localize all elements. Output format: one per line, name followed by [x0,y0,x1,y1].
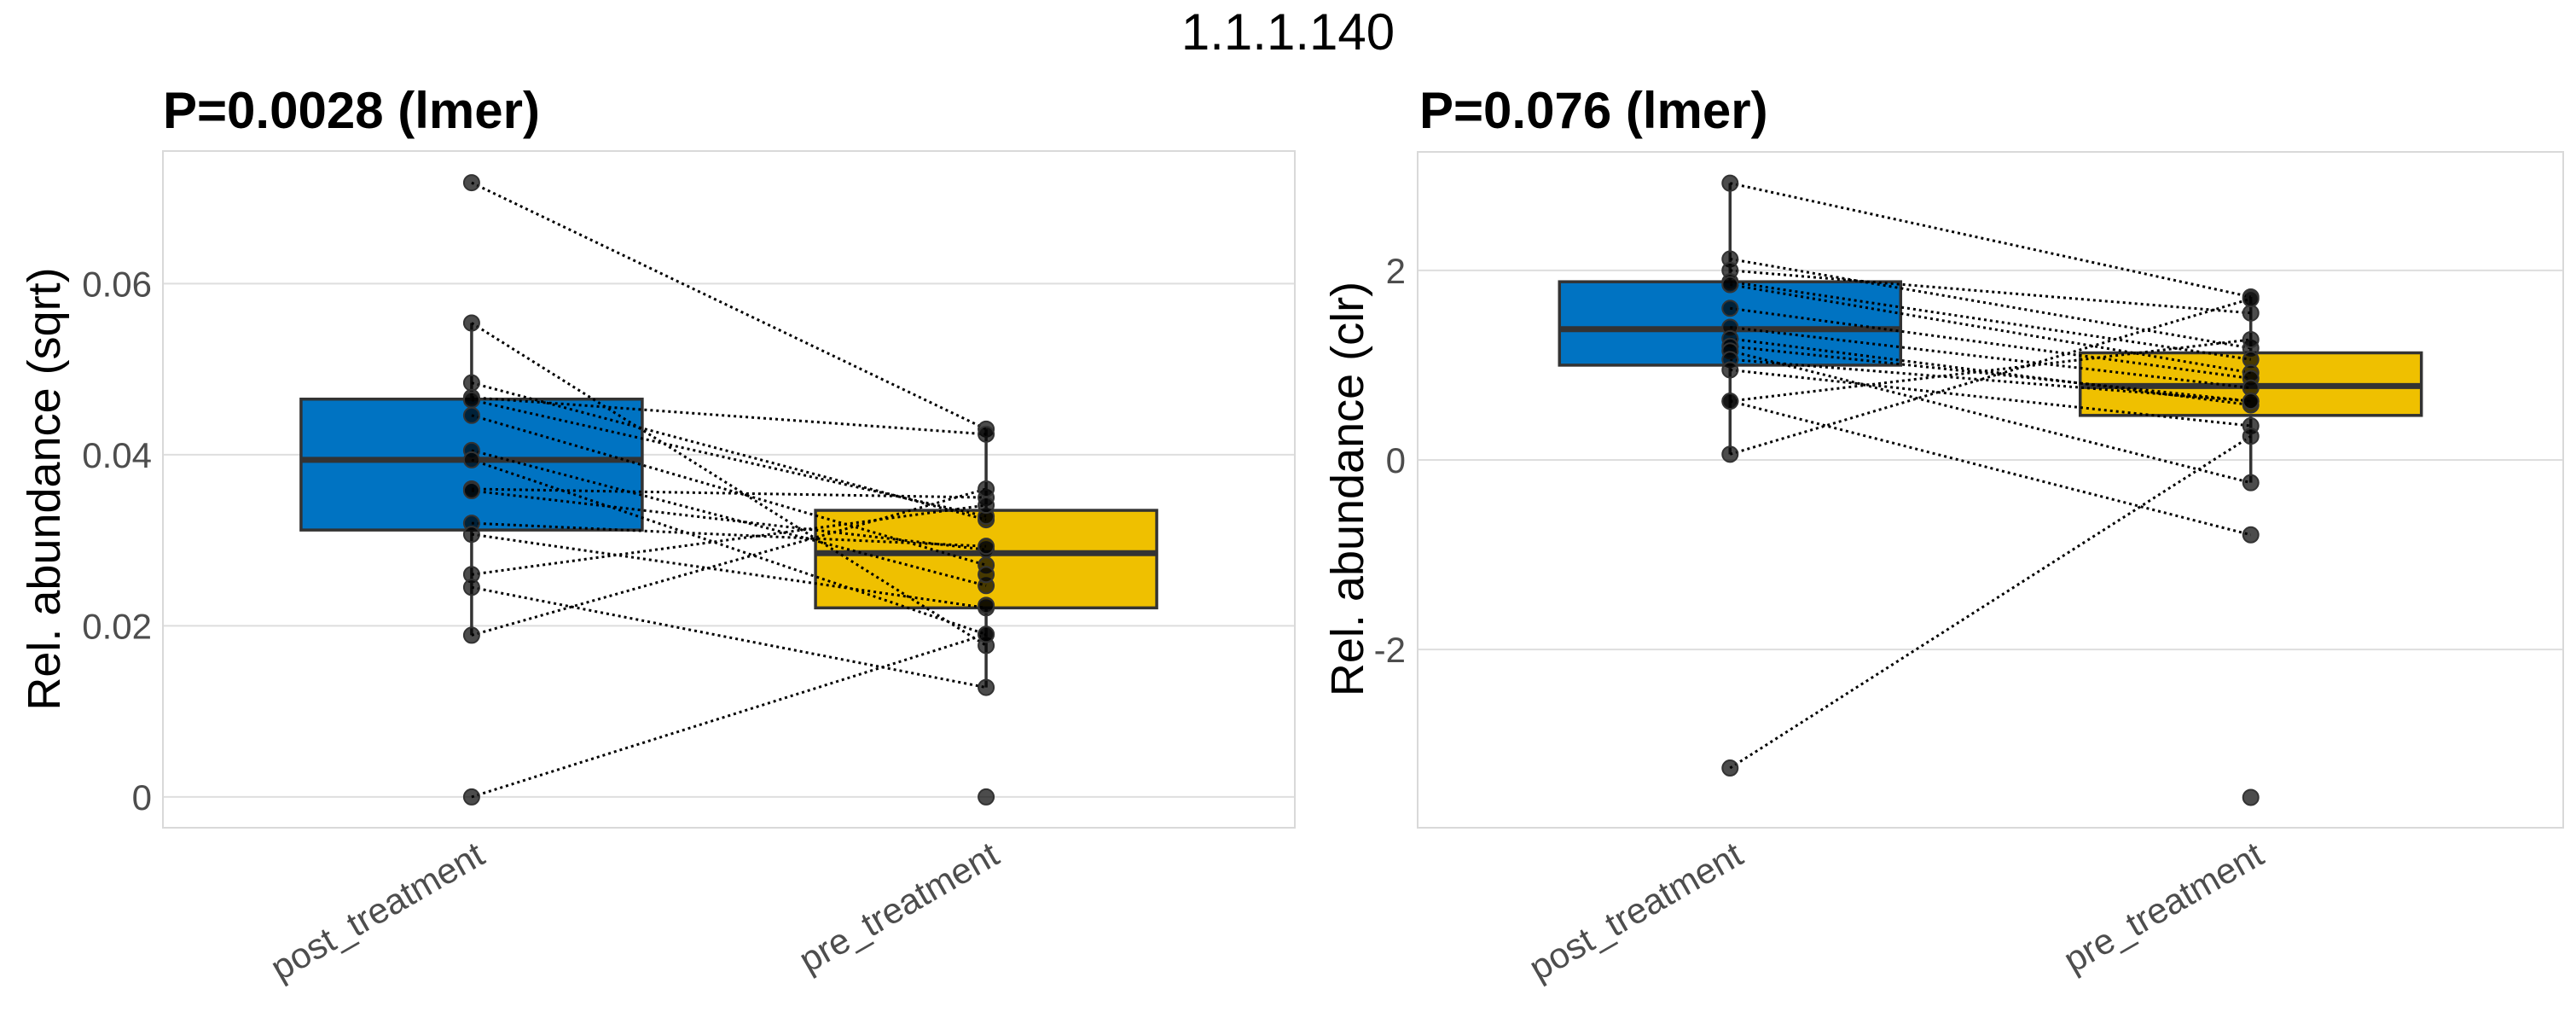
y-axis-title: Rel. abundance (clr) [1322,282,1373,696]
data-point-pre [978,625,995,643]
pair-line [1730,258,2251,350]
y-tick-label: 0 [132,777,152,817]
pair-line [471,632,987,799]
data-point-post [462,451,480,468]
pair-line [471,399,987,518]
pair-line [1730,280,2251,361]
data-point-post [1721,276,1739,294]
data-point-pre [978,538,995,556]
x-tick-label: post_treatment [1523,834,1749,988]
pair-line [1729,182,2252,299]
pair-line [471,381,987,521]
pair-line [471,396,987,436]
data-point-pre [2242,474,2260,492]
data-point-pre [978,788,995,806]
y-tick-label: -2 [1374,630,1406,670]
x-tick-label: post_treatment [264,834,490,988]
y-tick-label: 2 [1386,251,1406,291]
data-point-post [1721,759,1739,777]
pair-line [471,489,987,551]
data-point-post [462,579,480,596]
data-point-pre [2242,393,2260,410]
data-point-post [1721,361,1739,379]
panel-title: P=0.0028 (lmer) [163,82,540,139]
data-point-post [462,391,480,409]
panel-border [162,150,1296,829]
data-point-pre [2242,330,2260,348]
x-tick-label: pre_treatment [792,834,1006,980]
y-tick-label: 0.02 [82,606,152,646]
data-point-pre [2242,290,2260,308]
y-tick-label: 0 [1386,440,1406,480]
data-point-pre [978,596,995,614]
pair-line [471,487,987,499]
data-point-post [1721,300,1739,317]
data-point-pre [2242,304,2260,322]
pair-line [471,521,987,548]
data-point-post [1721,174,1739,192]
pair-line [1730,368,2251,428]
data-point-post [462,526,480,544]
data-point-pre [2242,526,2260,544]
data-point-post [1721,445,1739,463]
data-point-pre [978,497,995,515]
data-point-pre [978,566,995,584]
panel-clr: P=0.076 (lmer) Rel. abundance (clr) -2 0 2… [1322,82,2564,988]
y-tick-label: 0.06 [82,264,152,304]
x-tick-label: pre_treatment [2057,834,2270,980]
panel-title: P=0.076 (lmer) [1419,82,1768,139]
pair-line [471,449,987,587]
data-point-pre [2242,788,2260,806]
y-axis-title: Rel. abundance (sqrt) [19,267,70,710]
pair-line [1730,338,2251,403]
data-point-post [462,174,480,192]
data-point-post [462,482,480,500]
pair-line [471,181,987,431]
data-point-post [462,788,480,806]
pair-line [1730,345,2251,403]
data-point-pre [978,425,995,443]
data-point-post [462,406,480,424]
figure-title: 1.1.1.140 [1181,3,1395,61]
data-point-post [1721,393,1739,410]
data-point-post [462,314,480,332]
y-tick-label: 0.04 [82,435,152,475]
pair-line [1730,326,2251,390]
data-point-pre [978,480,995,497]
panel-sqrt: P=0.0028 (lmer) Rel. abundance (sqrt) 0 0… [19,82,1296,988]
pair-line [1729,399,2252,537]
data-point-pre [978,678,995,696]
pair-line [1730,306,2251,380]
data-point-post [462,374,480,392]
pair-line [471,458,987,636]
data-point-post [462,626,480,644]
pair-line [1729,297,2252,456]
pair-line [1730,283,2251,375]
pair-line [1729,434,2252,770]
pair-line [1730,337,2251,407]
data-point-pre [2242,428,2260,445]
pair-line [471,585,987,689]
panel-border [1417,151,2564,829]
